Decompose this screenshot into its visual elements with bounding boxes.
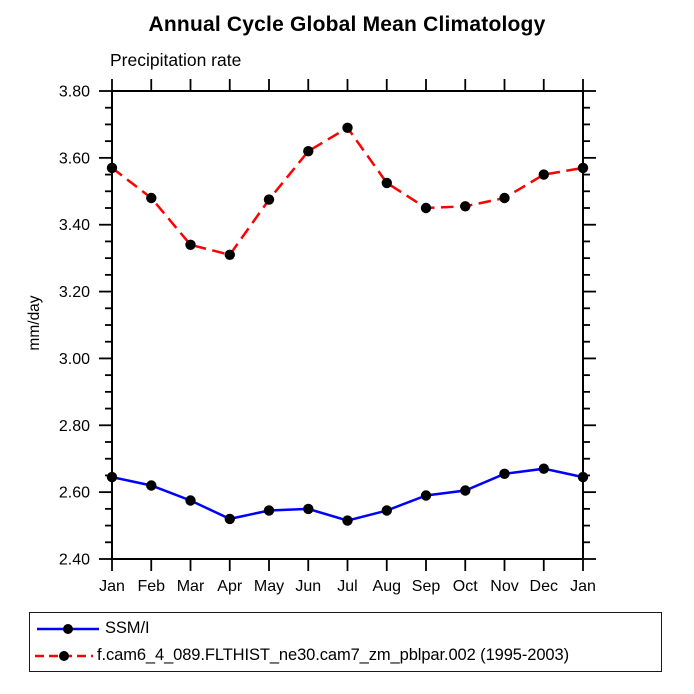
svg-text:Aug: Aug bbox=[373, 578, 401, 595]
legend-line-sample-ssmi bbox=[37, 623, 99, 634]
svg-text:Jul: Jul bbox=[337, 578, 357, 595]
legend-label-ssmi: SSM/I bbox=[105, 619, 150, 637]
svg-text:Sep: Sep bbox=[412, 578, 441, 595]
svg-text:3.20: 3.20 bbox=[59, 284, 90, 301]
svg-text:2.60: 2.60 bbox=[59, 485, 90, 502]
plot-canvas: 2.40 2.60 2.80 3.00 3.20 3.40 3.60 3.80 Jan Feb Ma… bbox=[26, 79, 596, 596]
series-line-0 bbox=[111, 467, 584, 522]
svg-text:Jan: Jan bbox=[99, 578, 125, 595]
legend-label-model: f.cam6_4_089.FLTHIST_ne30.cam7_zm_pblpar… bbox=[97, 646, 569, 664]
svg-text:May: May bbox=[254, 578, 284, 595]
svg-text:Nov: Nov bbox=[490, 578, 518, 595]
svg-text:3.80: 3.80 bbox=[59, 84, 90, 101]
chart-title: Annual Cycle Global Mean Climatology bbox=[148, 13, 546, 36]
legend-box: SSM/I f.cam6_4_089.FLTHIST_ne30.cam7_zm_… bbox=[29, 612, 662, 672]
chart-subtitle: Precipitation rate bbox=[110, 50, 242, 70]
svg-text:3.00: 3.00 bbox=[59, 351, 90, 368]
svg-text:2.80: 2.80 bbox=[59, 418, 90, 435]
svg-text:Dec: Dec bbox=[530, 578, 558, 595]
series-markers-0 bbox=[106, 463, 589, 526]
axis-tick-labels: 2.40 2.60 2.80 3.00 3.20 3.40 3.60 3.80 Jan Feb Ma… bbox=[59, 84, 596, 596]
svg-text:Oct: Oct bbox=[453, 578, 478, 595]
series-markers-1 bbox=[106, 122, 589, 260]
series-line-1 bbox=[111, 126, 584, 257]
legend-row-ssmi: SSM/I bbox=[33, 615, 661, 642]
svg-text:Jan: Jan bbox=[570, 578, 596, 595]
svg-text:Apr: Apr bbox=[217, 578, 243, 595]
y-axis-title: mm/day bbox=[26, 295, 43, 350]
svg-text:3.60: 3.60 bbox=[59, 150, 90, 167]
svg-text:2.40: 2.40 bbox=[59, 552, 90, 569]
svg-text:3.40: 3.40 bbox=[59, 217, 90, 234]
axis-ticks bbox=[99, 79, 596, 571]
legend-line-sample-model bbox=[35, 650, 93, 661]
legend-row-model: f.cam6_4_089.FLTHIST_ne30.cam7_zm_pblpar… bbox=[33, 642, 661, 669]
svg-text:Feb: Feb bbox=[137, 578, 165, 595]
svg-text:Jun: Jun bbox=[295, 578, 321, 595]
svg-text:Mar: Mar bbox=[177, 578, 205, 595]
plot-frame bbox=[111, 90, 584, 560]
